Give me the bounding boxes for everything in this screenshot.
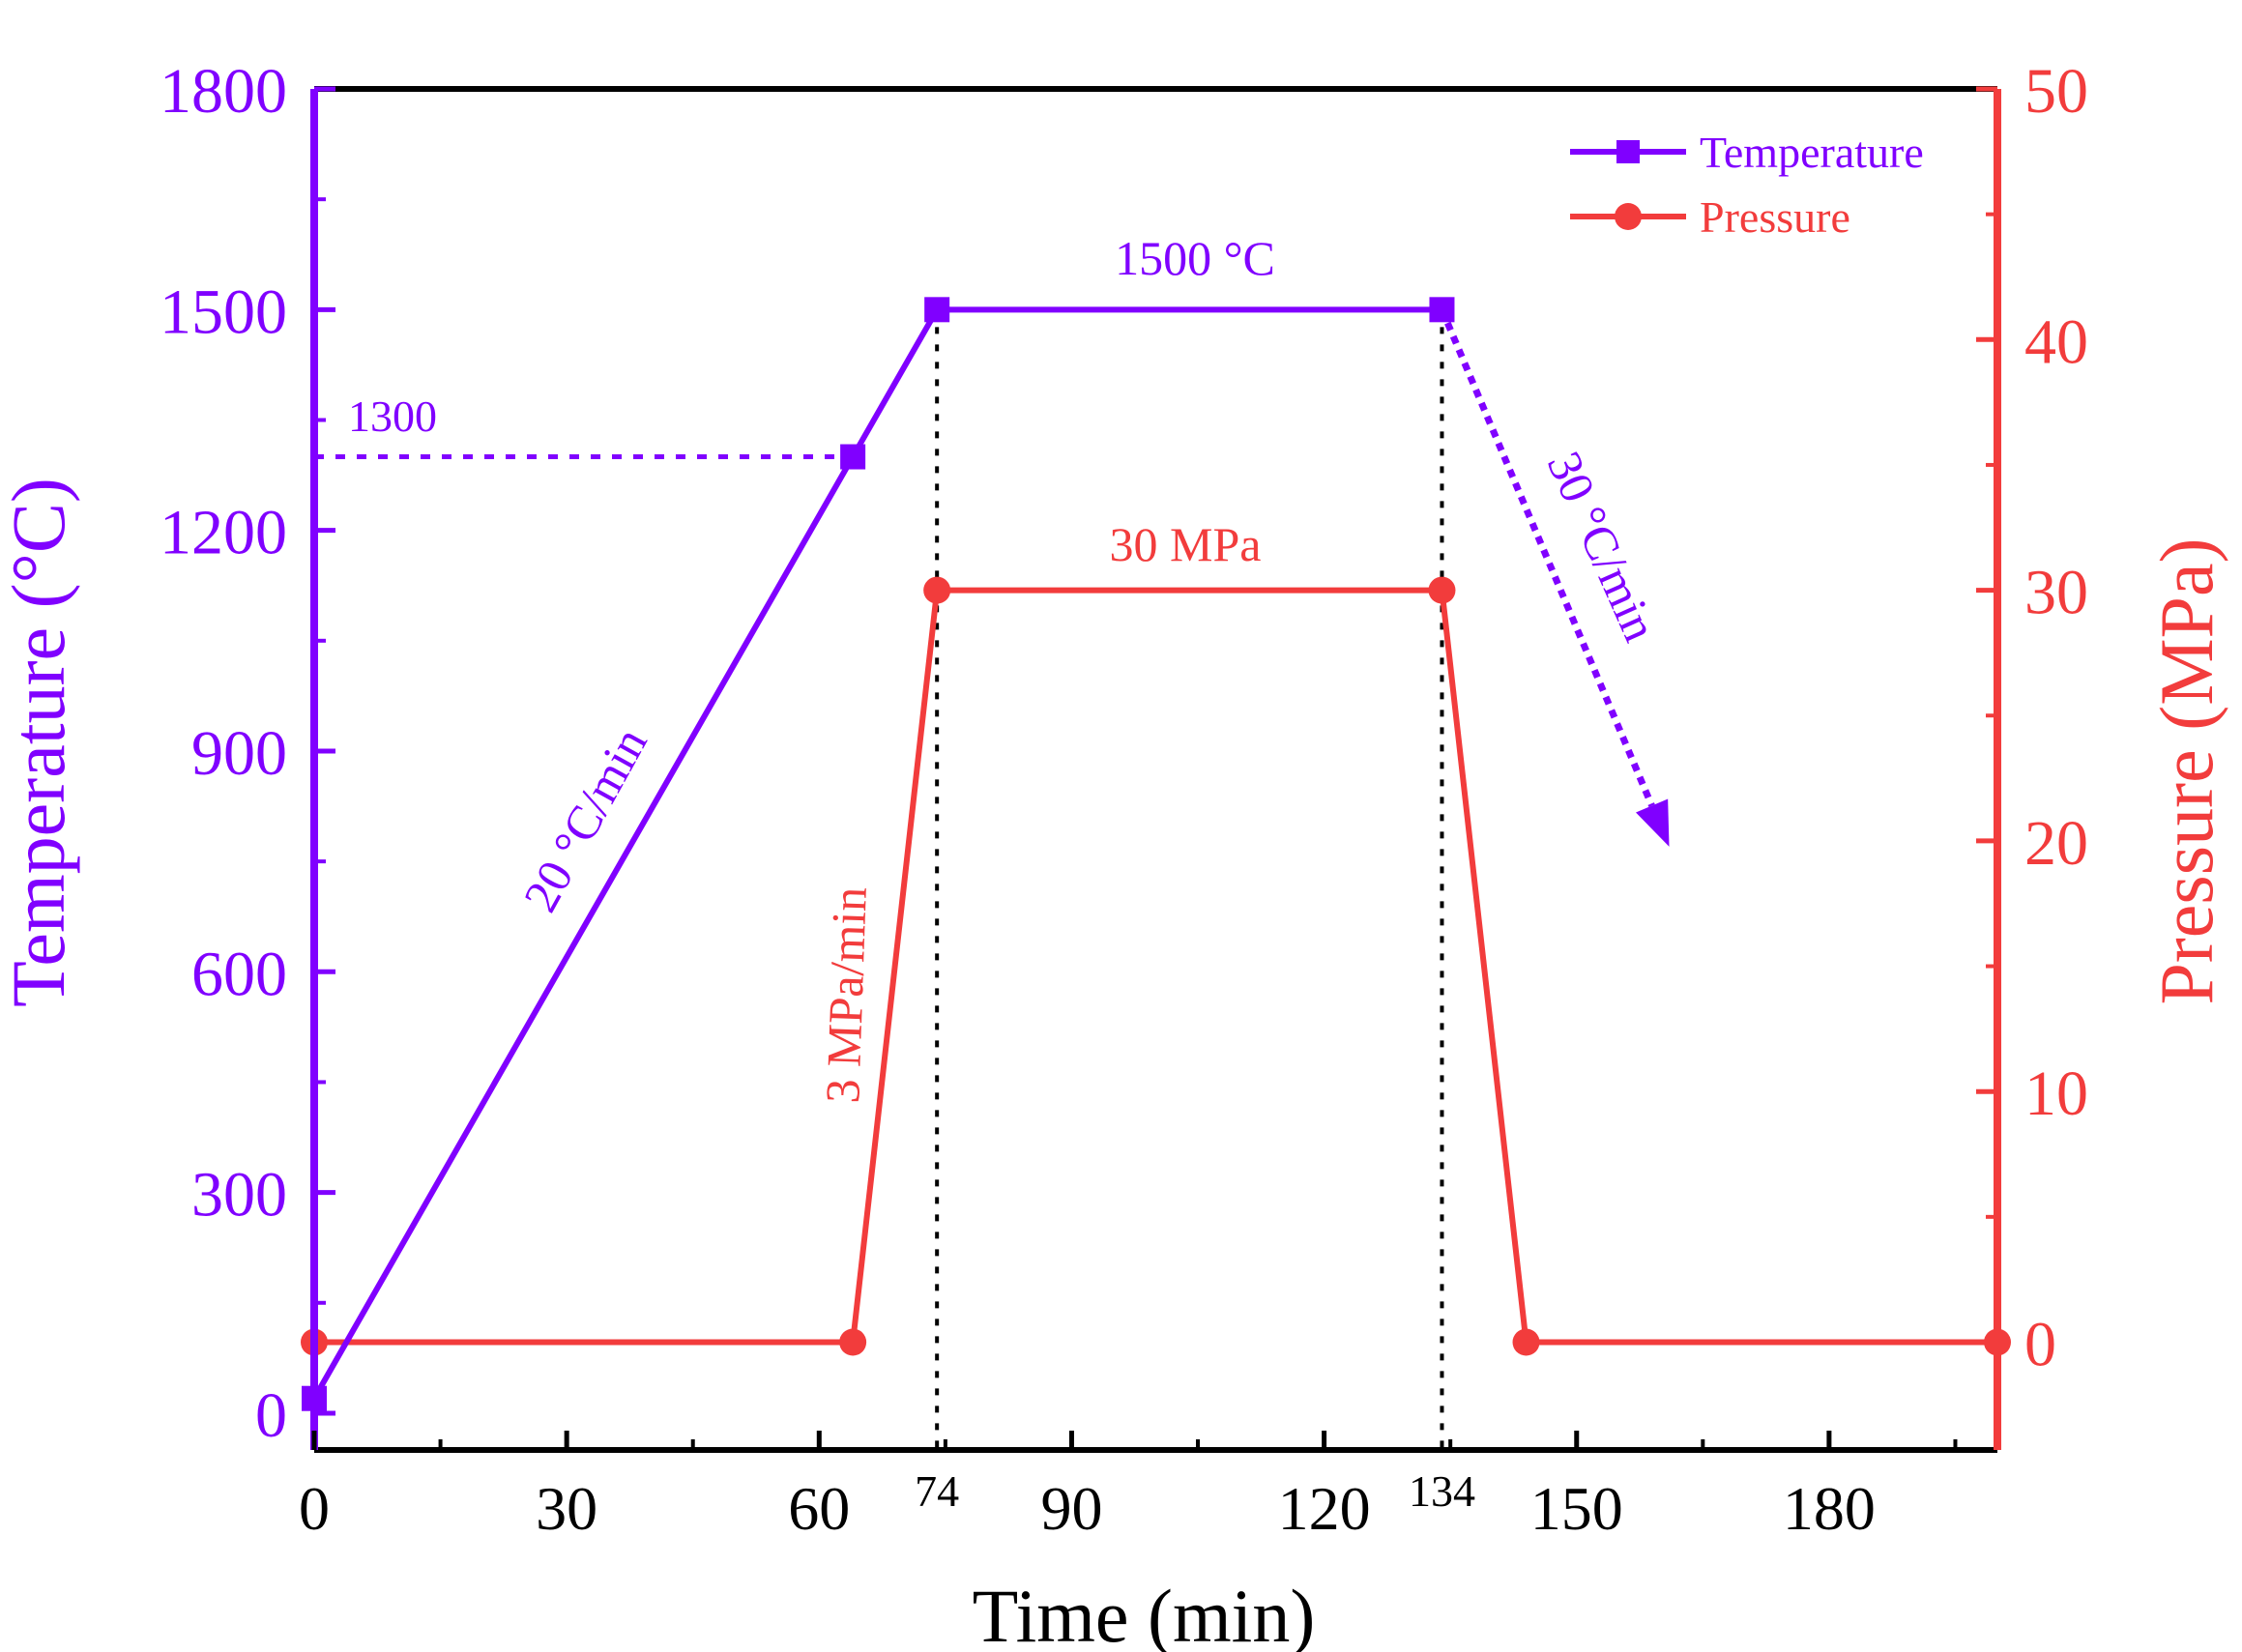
x-tick-label: 90: [1040, 1474, 1102, 1543]
y-left-tick-label: 1200: [160, 498, 287, 568]
y-right-tick-label: 0: [2024, 1310, 2056, 1380]
cooling-arrow-line: [1439, 307, 1655, 807]
axes: [310, 86, 2001, 1453]
x-axis-title: Time (min): [973, 1574, 1316, 1652]
y-left-tick-label: 1500: [160, 276, 287, 347]
y-right-tick-label: 20: [2024, 808, 2088, 879]
x-tick-label: 30: [536, 1474, 597, 1543]
pressure-point: [1512, 1328, 1540, 1356]
legend-temperature-label: Temperature: [1700, 128, 1924, 177]
temperature-point: [924, 297, 950, 323]
axis-titles: Time (min) Temperature (°C) Pressure (MP…: [0, 478, 2228, 1652]
legend: Temperature Pressure: [1570, 128, 1924, 242]
y-right-tick-label: 10: [2024, 1058, 2088, 1129]
annotation-cooling-rate: 30 °C/min: [1537, 444, 1669, 649]
y-right-tick-label: 50: [2024, 56, 2088, 127]
annotation-30mpa: 30 MPa: [1110, 517, 1262, 571]
pressure-point: [839, 1328, 867, 1356]
legend-pressure-marker: [1615, 203, 1642, 230]
x-extra-tick-label: 134: [1409, 1466, 1475, 1516]
y-left-tick-label: 1800: [160, 56, 287, 127]
x-tick-label: 150: [1530, 1474, 1623, 1543]
y-axis-title-left: Temperature (°C): [0, 478, 80, 1007]
x-extra-tick-label: 74: [915, 1466, 959, 1516]
reference-lines: [314, 309, 1444, 1450]
legend-pressure-label: Pressure: [1700, 192, 1850, 242]
x-tick-label: 120: [1278, 1474, 1371, 1543]
y-left-tick-label: 300: [191, 1160, 287, 1231]
pressure-point: [1428, 576, 1456, 604]
pressure-point: [923, 576, 951, 604]
x-tick-label: 0: [299, 1474, 330, 1543]
annotations: 1300 1500 °C 20 °C/min 30 °C/min 30 MPa …: [348, 231, 1668, 1104]
x-tick-label: 180: [1783, 1474, 1876, 1543]
y-right-tick-label: 30: [2024, 558, 2088, 628]
pressure-series-line: [314, 587, 1997, 1346]
temperature-series-line: [311, 306, 1442, 1401]
temperature-point: [840, 444, 866, 470]
x-tick-label: 60: [788, 1474, 850, 1543]
cooling-arrow-head: [1636, 798, 1670, 847]
y-right-tick-label: 40: [2024, 306, 2088, 377]
data-series: [301, 297, 2011, 1411]
annotation-heating-rate: 20 °C/min: [512, 718, 657, 920]
legend-temperature-marker: [1616, 140, 1640, 163]
annotation-1500c: 1500 °C: [1115, 231, 1275, 285]
annotation-pressure-rate: 3 MPa/min: [815, 886, 877, 1104]
annotation-1300: 1300: [348, 391, 437, 441]
y-axis-title-right: Pressure (MPa): [2144, 537, 2228, 1004]
y-left-tick-label: 0: [255, 1380, 287, 1451]
y-left-tick-label: 900: [191, 718, 287, 789]
y-left-tick-label: 600: [191, 939, 287, 1009]
